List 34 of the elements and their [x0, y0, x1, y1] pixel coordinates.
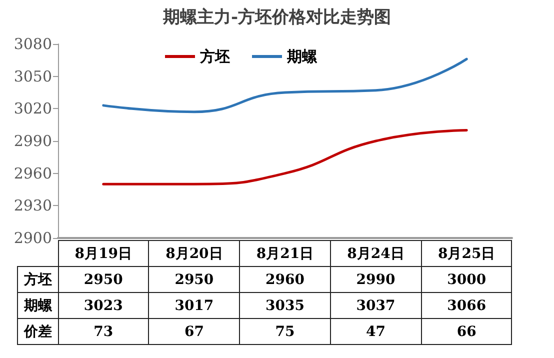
text: 75: [240, 318, 330, 344]
data-label: 3066: [421, 292, 512, 318]
y-tick-label: 3020: [14, 100, 52, 118]
chart-title: 期螺主力-方坯价格对比走势图: [162, 8, 392, 28]
y-tick-label: 3050: [14, 67, 52, 86]
data-label: 3035: [240, 292, 330, 318]
text: 73: [58, 318, 149, 344]
data-label: 2960: [240, 266, 330, 292]
x-tick-label: 8月21日: [240, 240, 330, 266]
line-series: [102, 128, 468, 186]
x-tick-label: 8月20日: [148, 240, 240, 266]
y-tick-label: 2930: [14, 196, 52, 215]
text: 67: [148, 318, 240, 344]
x-tick-label: 8月25日: [421, 240, 512, 266]
x-tick-label: 8月24日: [330, 240, 422, 266]
x-tick-label: 8月19日: [58, 240, 149, 266]
text: 价差: [18, 318, 58, 344]
legend-label: 期螺: [286, 48, 318, 66]
y-tick-label: 3080: [14, 35, 52, 53]
data-label: 2950: [148, 266, 240, 292]
text: 66: [421, 318, 512, 344]
data-label: 3000: [421, 266, 512, 292]
data-label: 2950: [58, 266, 149, 292]
legend-label: 方坯: [199, 48, 230, 66]
data-label: 3037: [330, 292, 422, 318]
data-label: 3017: [148, 292, 240, 318]
y-tick-label: 2960: [14, 164, 52, 182]
data-label: 2990: [330, 266, 422, 292]
text: 47: [330, 318, 422, 344]
text: 期螺: [24, 298, 52, 314]
y-tick-label: 2900: [14, 229, 52, 247]
y-tick-label: 2990: [14, 132, 52, 150]
text: 方坯: [24, 272, 52, 288]
data-label: 3023: [58, 292, 149, 318]
